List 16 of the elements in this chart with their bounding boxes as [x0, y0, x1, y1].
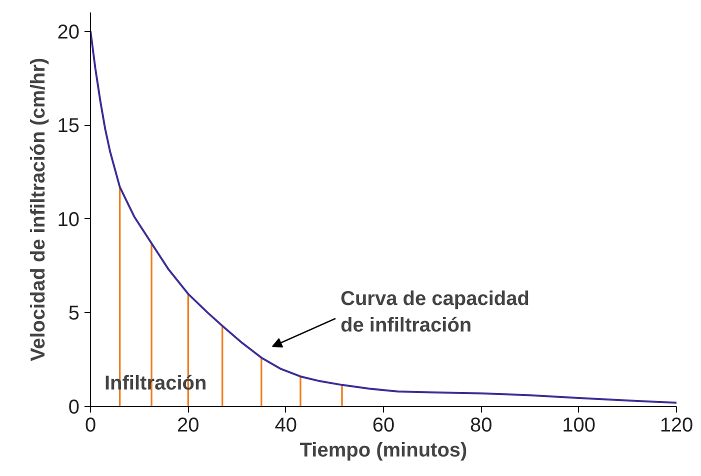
x-tick-label: 20 [177, 414, 200, 436]
x-axis-title: Tiempo (minutos) [300, 440, 468, 462]
x-tick-label: 120 [660, 414, 694, 436]
x-tick-label: 0 [84, 414, 96, 436]
x-tick-label: 60 [372, 414, 395, 436]
y-tick-label: 15 [57, 115, 80, 138]
annotation: Curva de capacidad de infiltración [340, 288, 530, 336]
y-axis-title: Velocidad de infiltración (cm/hr) [27, 58, 50, 362]
line-series [90, 30, 676, 404]
x-tick-label: 40 [274, 414, 297, 436]
y-tick-label: 10 [57, 208, 80, 231]
y-tick-label: 20 [57, 21, 80, 44]
y-tick-label: 5 [68, 302, 80, 325]
y-tick-label: 0 [68, 396, 80, 418]
x-tick-label: 100 [562, 414, 596, 436]
x-tick-label: 80 [470, 414, 492, 436]
